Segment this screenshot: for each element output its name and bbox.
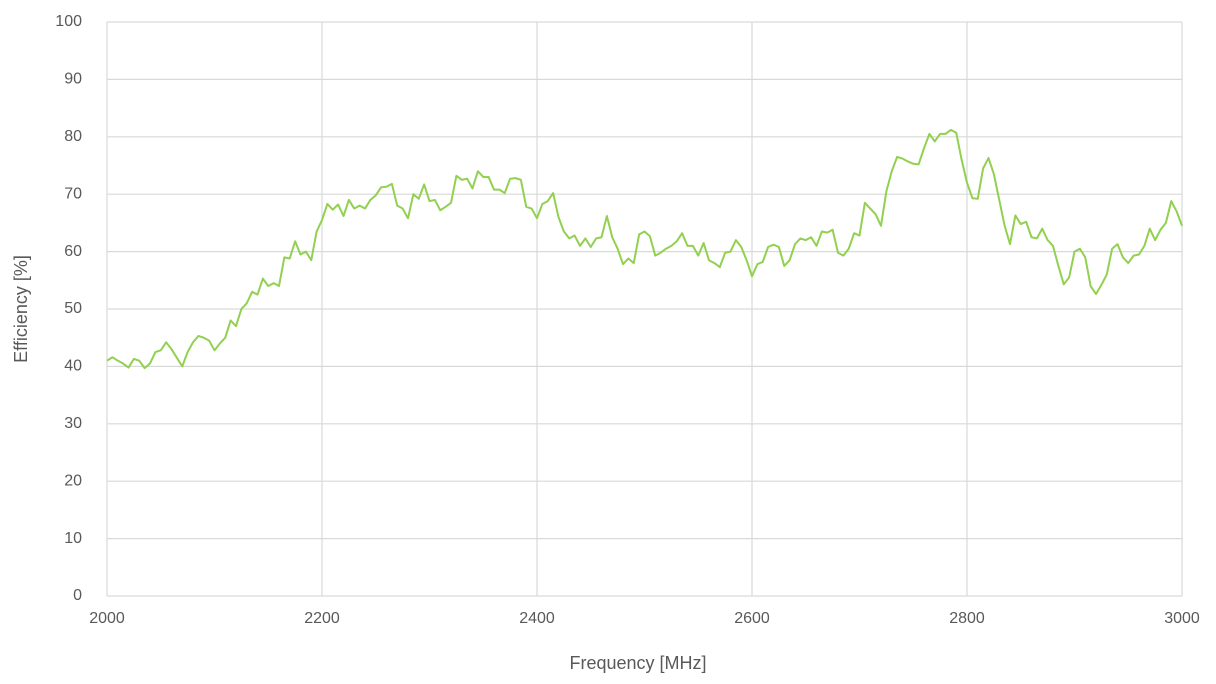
y-tick-label: 40 [64,358,82,375]
x-tick-label: 2200 [304,610,340,627]
y-tick-label: 80 [64,128,82,145]
y-tick-label: 90 [64,71,82,88]
x-tick-label: 2000 [89,610,125,627]
y-tick-label: 60 [64,243,82,260]
y-tick-label: 10 [64,530,82,547]
y-tick-label: 70 [64,185,82,202]
y-axis-label: Efficiency [%] [11,255,31,363]
y-tick-label: 50 [64,300,82,317]
y-tick-label: 30 [64,415,82,432]
y-tick-label: 0 [73,587,82,604]
data-line [106,128,1183,370]
x-tick-label: 2800 [949,610,985,627]
x-axis-label: Frequency [MHz] [569,653,706,673]
y-tick-label: 20 [64,472,82,489]
x-tick-label: 2400 [519,610,555,627]
y-tick-label: 100 [55,13,82,30]
x-tick-label: 3000 [1164,610,1200,627]
x-tick-label: 2600 [734,610,770,627]
